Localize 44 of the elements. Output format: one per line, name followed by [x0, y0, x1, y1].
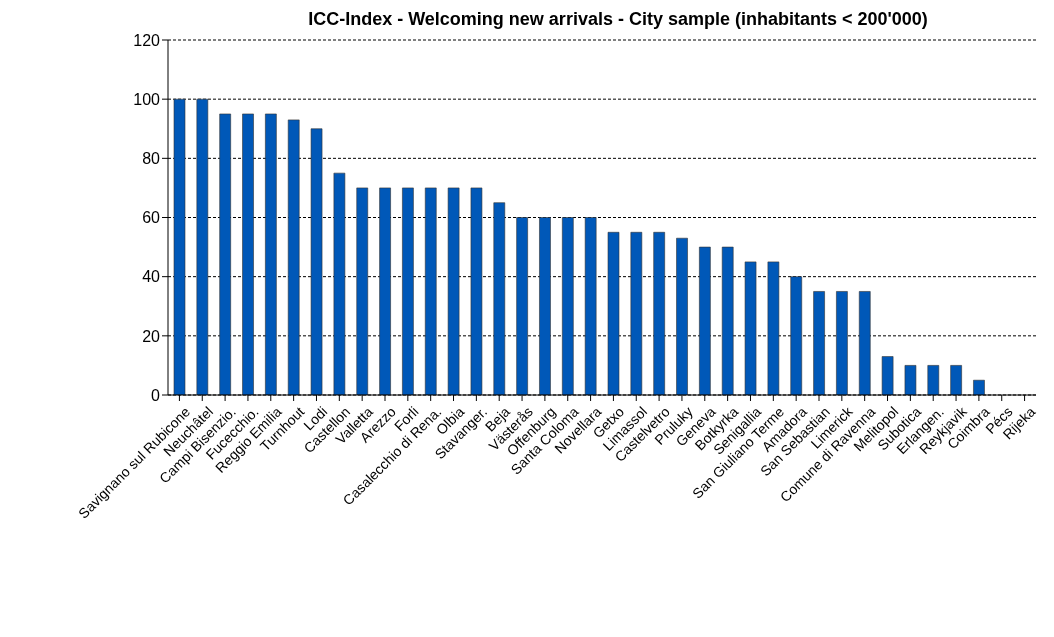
- chart-title: ICC-Index - Welcoming new arrivals - City sample (inhabitants < 200'000): [308, 8, 928, 30]
- bar: [790, 276, 803, 395]
- bar: [219, 113, 231, 395]
- bar: [721, 246, 734, 395]
- bar: [836, 291, 848, 395]
- bar: [653, 231, 665, 395]
- bar: [333, 172, 346, 395]
- bar: [242, 113, 254, 395]
- y-tick-label: 120: [133, 31, 161, 49]
- bar: [516, 217, 528, 395]
- bar: [173, 98, 186, 395]
- bar: [539, 217, 551, 395]
- bar: [767, 261, 780, 395]
- y-tick-label: 60: [142, 209, 161, 227]
- bar: [699, 246, 711, 395]
- bar: [287, 119, 300, 395]
- bar: [630, 231, 643, 395]
- y-tick-label: 20: [142, 327, 161, 345]
- bar: [858, 291, 871, 395]
- bar: [379, 187, 391, 395]
- bar: [493, 202, 506, 395]
- y-tick-label: 100: [133, 90, 161, 108]
- bar: [584, 217, 597, 395]
- bar: [881, 356, 894, 395]
- bar: [447, 187, 460, 395]
- bar: [402, 187, 414, 395]
- y-tick-label: 0: [151, 386, 161, 404]
- y-tick-label: 40: [142, 268, 161, 286]
- bar: [265, 113, 277, 395]
- y-tick-label: 80: [142, 150, 161, 168]
- bar: [310, 128, 323, 395]
- bar: [562, 217, 574, 395]
- bar: [196, 98, 209, 395]
- bar: [356, 187, 369, 395]
- bar: [813, 291, 825, 395]
- bar: [424, 187, 437, 395]
- bar: [950, 365, 962, 395]
- bar: [607, 231, 620, 395]
- bar: [744, 261, 757, 395]
- bar: [676, 237, 688, 395]
- bar: [904, 365, 917, 395]
- bar: [973, 379, 985, 395]
- bar: [470, 187, 483, 395]
- bar: [927, 365, 940, 395]
